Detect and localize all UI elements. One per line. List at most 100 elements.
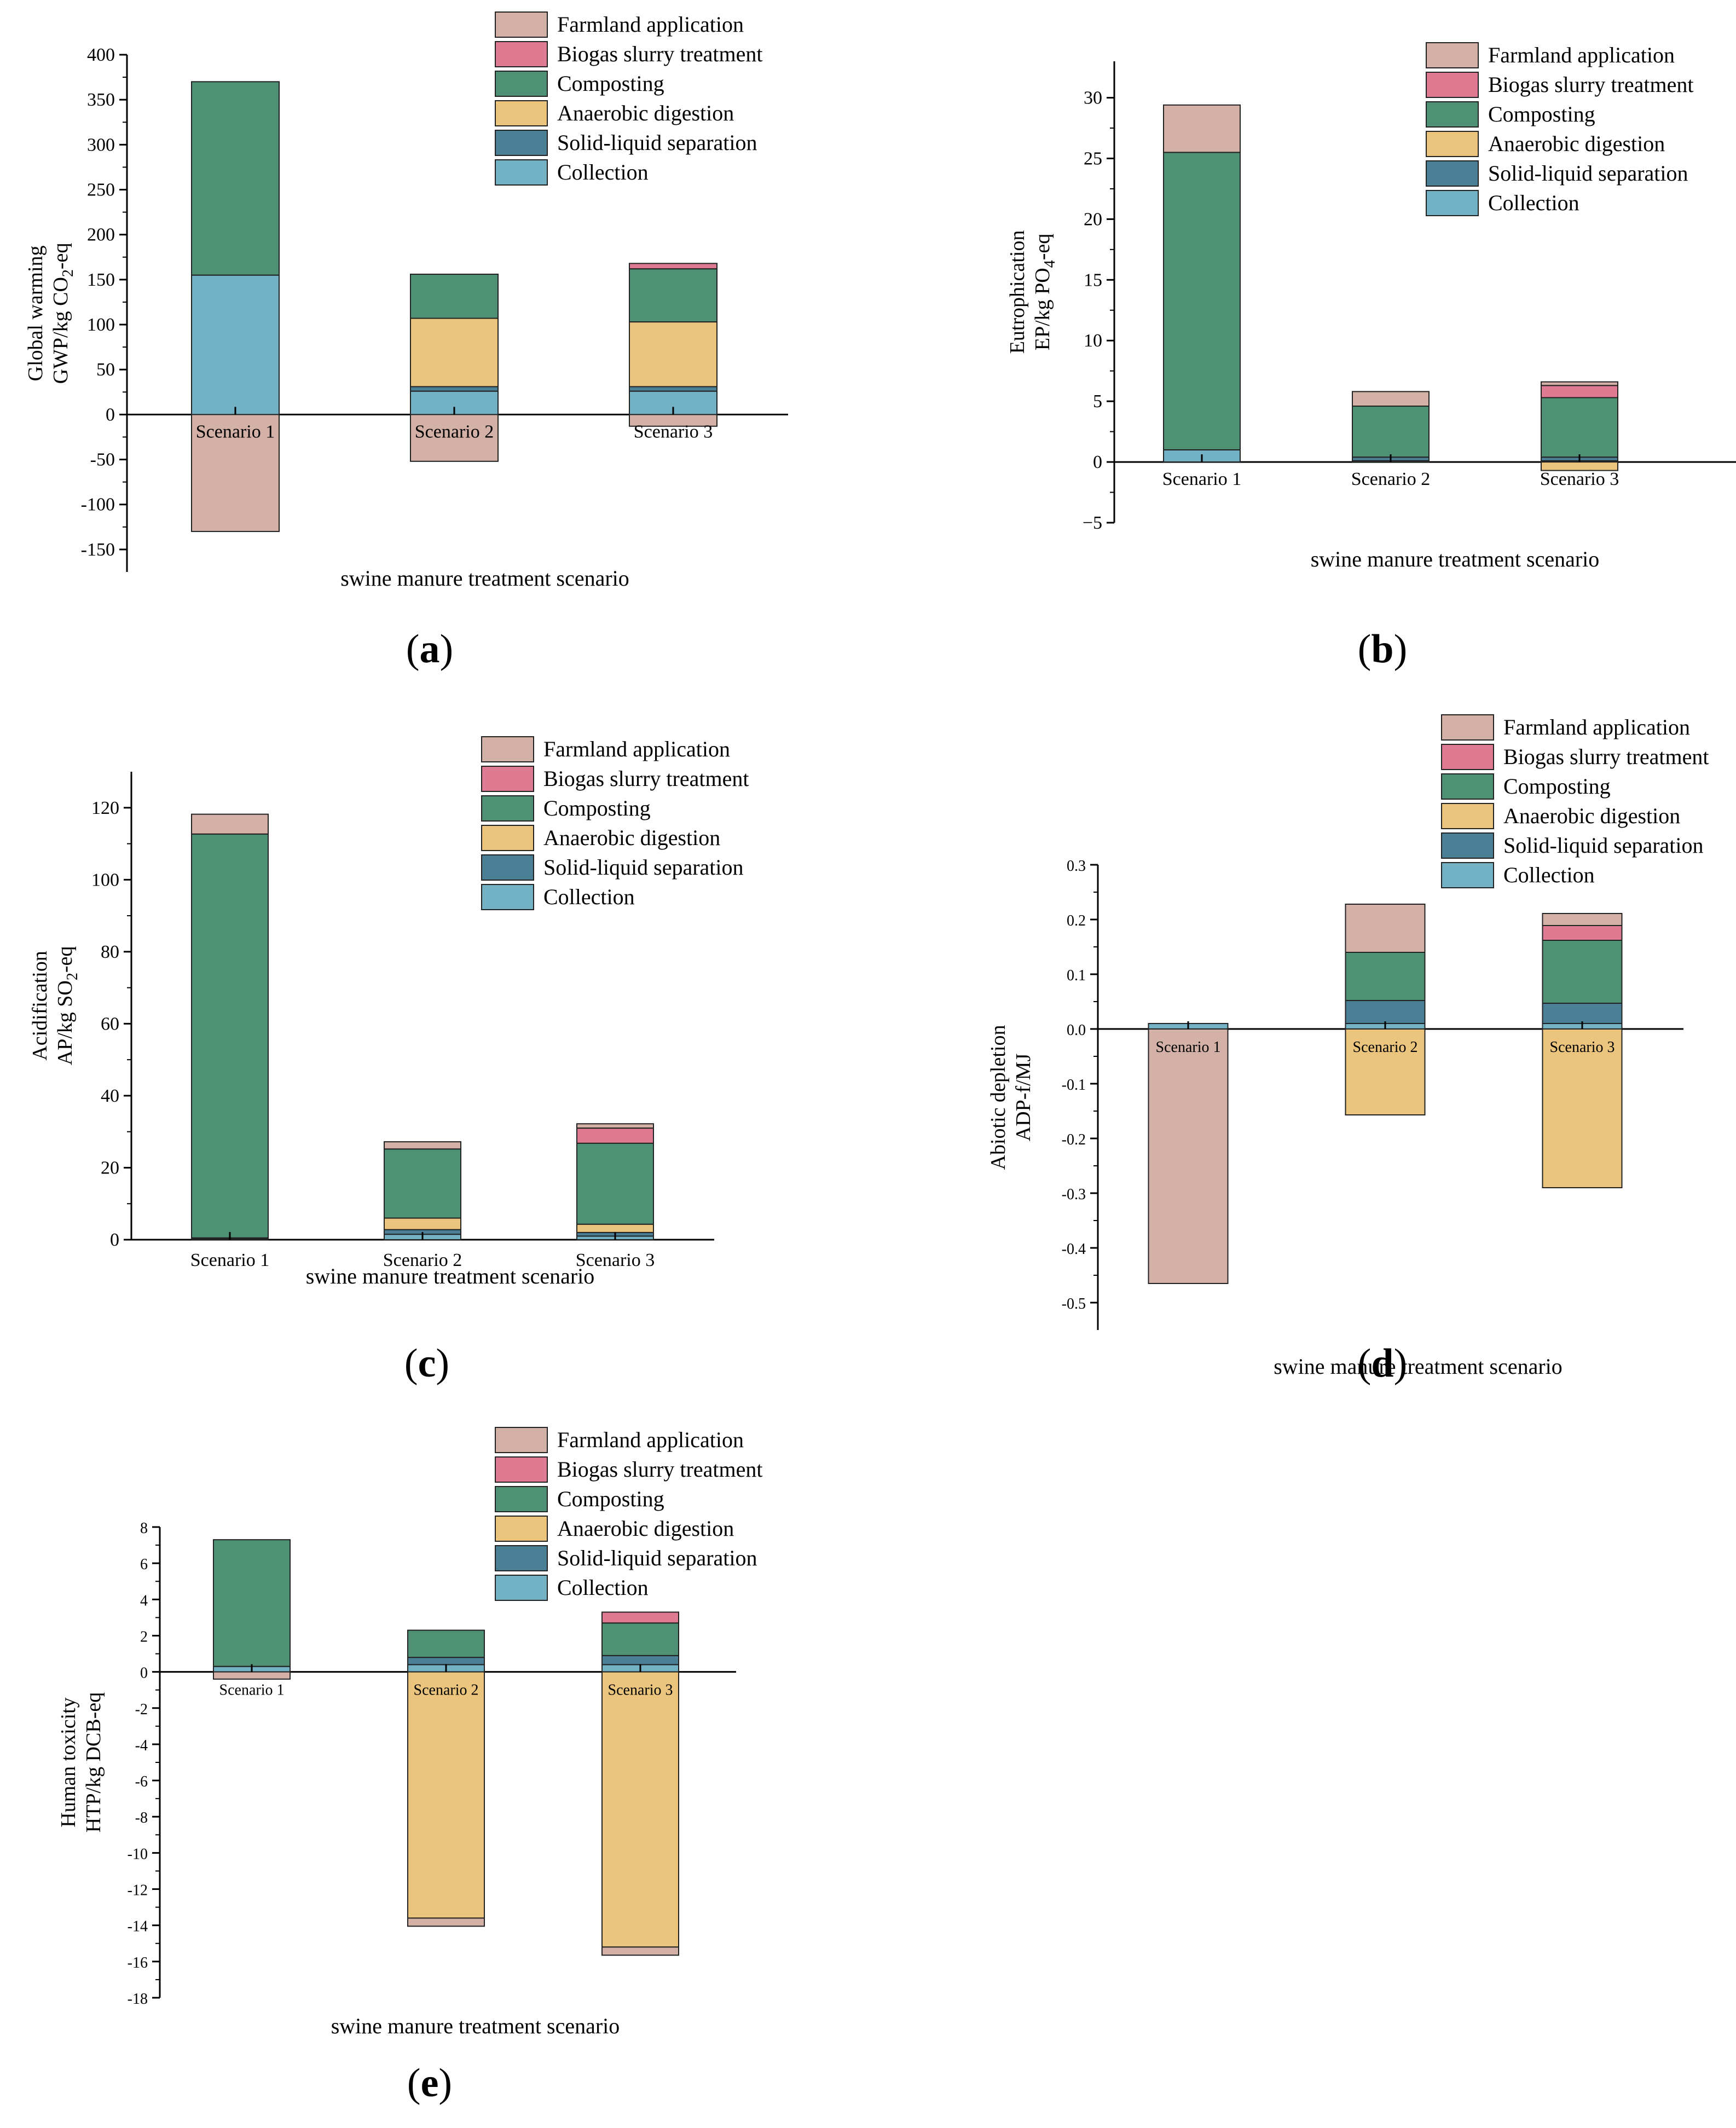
chart-panel-a: -150 -100 -50 0 50 100 150 200 250 300 350 400 Scena… (24, 11, 788, 672)
legend-swatch (1426, 101, 1479, 128)
caption-open-paren: ( (407, 2061, 421, 2106)
legend-swatch (1441, 803, 1494, 829)
y-axis-label-main: ADP-f/MJ (1012, 1054, 1035, 1141)
y-tick-label: -2 (135, 1701, 148, 1718)
bar-segment-farmland-application (191, 813, 269, 835)
legend-label: Composting (557, 71, 664, 96)
bar-segment-composting (629, 268, 717, 323)
y-tick-label: 30 (1084, 88, 1102, 108)
legend-swatch (495, 159, 548, 186)
caption-letter: c (418, 1341, 436, 1386)
legend-label: Farmland application (1488, 43, 1675, 67)
legend-swatch (1426, 131, 1479, 157)
bar-segment-composting (191, 833, 269, 1239)
legend-label: Solid-liquid separation (1488, 161, 1688, 186)
x-tick-label: Scenario 3 (608, 1682, 673, 1699)
legend-label: Biogas slurry treatment (557, 1457, 762, 1482)
legend-swatch (495, 1486, 548, 1512)
x-tick-label: Scenario 1 (1156, 1039, 1221, 1056)
legend-swatch (1441, 862, 1494, 888)
bar-segment-composting (213, 1539, 291, 1667)
y-tick-label: -0.2 (1062, 1131, 1086, 1148)
y-tick-label: -14 (128, 1918, 148, 1935)
y-axis-label: Human toxicity HTP/kg DCB-eq (57, 1692, 105, 1833)
y-tick-label: 0 (140, 1665, 148, 1682)
x-tick-label: Scenario 3 (1550, 1039, 1615, 1056)
legend: Farmland application Biogas slurry treatm… (1441, 714, 1709, 888)
y-tick-label: -0.4 (1062, 1241, 1086, 1258)
legend-swatch (1426, 72, 1479, 98)
caption-close-paren: ) (1394, 627, 1408, 672)
y-tick-label: 50 (96, 360, 115, 380)
y-axis-label-subscript: 2 (60, 269, 77, 277)
bar-segment-biogas-slurry-treatment (576, 1127, 654, 1144)
legend-swatch (495, 71, 548, 97)
legend-swatch (495, 1575, 548, 1601)
panel-caption: (d) (1358, 1341, 1407, 1386)
y-tick-label: 10 (1084, 331, 1102, 351)
bar-segment-composting (1541, 397, 1618, 458)
bar-segment-anaerobic-digestion (1542, 1028, 1623, 1188)
bar-segment-biogas-slurry-treatment (601, 1611, 679, 1624)
bar-segment-farmland-application (1345, 904, 1426, 953)
caption-letter: e (421, 2061, 439, 2106)
y-axis-label-tail: -eq (54, 946, 77, 973)
legend-swatch (1441, 832, 1494, 859)
legend-label: Biogas slurry treatment (1503, 744, 1709, 769)
y-axis-label-tail: -eq (49, 243, 72, 270)
bar-segment-farmland-application (410, 414, 499, 462)
bar-segment-composting (410, 274, 499, 319)
caption-open-paren: ( (1358, 627, 1372, 672)
legend: Farmland application Biogas slurry treatm… (495, 1427, 762, 1601)
panel-caption: (a) (406, 627, 453, 672)
bar-segment-farmland-application (1541, 381, 1618, 386)
legend-label: Anaerobic digestion (557, 1516, 734, 1541)
legend-swatch (1441, 714, 1494, 741)
legend-swatch (495, 100, 548, 126)
legend-label: Collection (1488, 190, 1579, 215)
y-axis-label-line2: GWP/kg CO2-eq (49, 243, 77, 384)
legend-label: Solid-liquid separation (557, 130, 757, 155)
y-tick-label: 100 (91, 870, 119, 890)
legend-swatch (495, 1456, 548, 1483)
bar-segment-biogas-slurry-treatment (1542, 925, 1623, 941)
bar-segment-composting (576, 1142, 654, 1225)
bar-segment-farmland-application (1148, 1028, 1229, 1284)
panel-caption: (e) (407, 2061, 452, 2106)
bar-segment-farmland-application (407, 1917, 485, 1927)
x-tick-label: Scenario 2 (415, 421, 494, 442)
bar-segment-solid-liquid-separation (1542, 1003, 1623, 1024)
y-axis-label-line1: Human toxicity (57, 1697, 80, 1827)
y-tick-label: -150 (81, 540, 115, 560)
x-axis-label: swine manure treatment scenario (306, 1264, 595, 1288)
bar-segment-composting (1352, 406, 1430, 458)
bar-segment-composting (1345, 952, 1426, 1001)
x-tick-label: Scenario 2 (383, 1250, 462, 1270)
legend-label: Farmland application (1503, 715, 1690, 739)
x-tick-label: Scenario 3 (576, 1250, 655, 1270)
chart-panel-e: -18 -16 -14 -12 -10 -8 -6 -4 -2 0 2 4 6 8 Scenario 1 Sc… (57, 1427, 762, 2106)
chart-panel-d: -0.5 -0.4 -0.3 -0.2 -0.1 0.0 0.1 0.2 0.3 Scenario… (987, 714, 1709, 1386)
legend-swatch (495, 41, 548, 67)
y-tick-label: 250 (87, 180, 115, 200)
y-axis-label-line1: Eutrophication (1006, 230, 1029, 354)
y-axis-label: Eutrophication EP/kg PO4-eq (1006, 230, 1058, 354)
chart-panel-c: 0 20 40 60 80 100 120 Scenario 1 Scenario 2 Scena… (28, 736, 749, 1386)
bar-segment-farmland-application (1163, 104, 1241, 153)
legend-label: Composting (1503, 774, 1611, 799)
panel-caption: (b) (1358, 627, 1407, 672)
y-tick-label: 20 (101, 1158, 119, 1178)
y-axis-label-main: HTP/kg DCB-eq (82, 1692, 105, 1833)
bar-segment-composting (191, 81, 280, 276)
bar-segment-farmland-application (1542, 913, 1623, 926)
y-tick-label: 120 (91, 798, 119, 818)
bar-segment-solid-liquid-separation (629, 386, 717, 392)
y-tick-label: -0.5 (1062, 1296, 1086, 1312)
caption-letter: d (1371, 1341, 1393, 1386)
y-tick-label: -10 (128, 1846, 148, 1863)
legend-swatch (495, 1516, 548, 1542)
bar-segment-farmland-application (1352, 391, 1430, 407)
legend-swatch (495, 1427, 548, 1453)
y-axis-label-line2: EP/kg PO4-eq (1031, 234, 1058, 351)
